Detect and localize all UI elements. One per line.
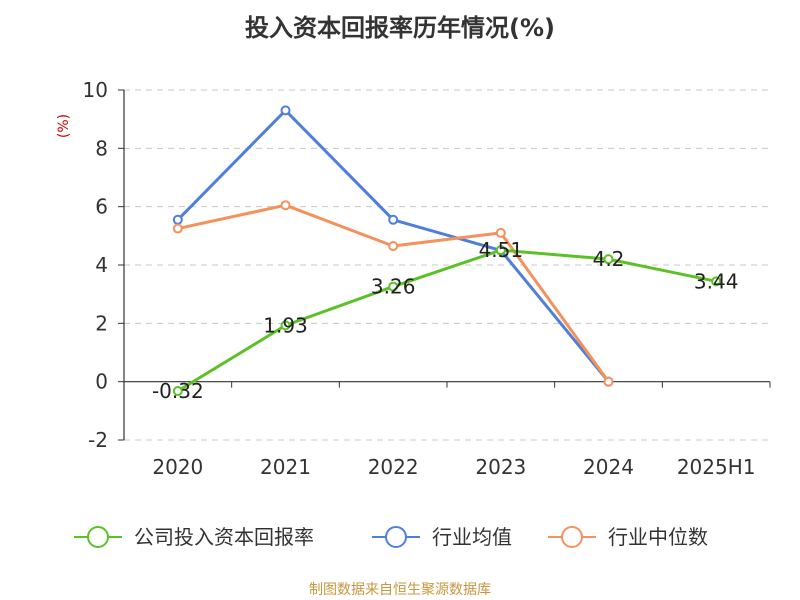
data-point — [495, 245, 506, 256]
y-tick-label: 0 — [95, 370, 108, 394]
data-point — [280, 320, 291, 331]
grid — [124, 89, 770, 441]
data-labels: -0.32 1.93 3.26 4.51 4.2 3.44 — [152, 238, 738, 403]
x-tick-label: 2022 — [368, 455, 419, 479]
data-point — [603, 254, 614, 265]
data-label: 3.26 — [371, 275, 416, 299]
data-point — [172, 223, 183, 234]
legend-label: 行业中位数 — [608, 525, 708, 549]
legend-marker — [561, 526, 583, 548]
source-note: 制图数据来自恒生聚源数据库 — [309, 582, 491, 598]
data-point — [388, 281, 399, 292]
axes: -2 0 2 4 6 8 10 2020 2021 2022 2023 2024 2025H1 — [83, 78, 771, 479]
x-tick-label: 2025H1 — [677, 455, 756, 479]
data-label: 1.93 — [263, 313, 308, 337]
data-point — [280, 105, 291, 116]
legend-item: 公司投入资本回报率 — [74, 525, 314, 549]
y-axis-label: (%) — [56, 114, 72, 138]
legend-label: 行业均值 — [432, 525, 512, 549]
data-point — [603, 376, 614, 387]
data-label: 4.51 — [479, 238, 524, 262]
data-label: 3.44 — [694, 269, 739, 293]
legend-marker — [385, 526, 407, 548]
legend-item: 行业中位数 — [548, 525, 708, 549]
legend-label: 公司投入资本回报率 — [134, 525, 314, 549]
data-point — [172, 386, 183, 396]
x-tick-label: 2023 — [475, 455, 526, 479]
series-line — [177, 248, 717, 393]
y-tick-label: 2 — [95, 311, 108, 335]
data-point — [172, 214, 183, 225]
y-tick-label: -2 — [88, 428, 108, 452]
data-point — [280, 200, 291, 211]
x-tick-label: 2020 — [152, 455, 203, 479]
legend: 公司投入资本回报率 行业均值 行业中位数 — [74, 525, 708, 549]
legend-marker — [87, 526, 109, 548]
x-tick-label: 2024 — [583, 455, 634, 479]
y-tick-label: 6 — [95, 195, 108, 219]
data-point — [388, 214, 399, 225]
x-tick-label: 2021 — [260, 455, 311, 479]
data-point — [495, 227, 506, 238]
y-tick-label: 4 — [95, 253, 108, 277]
y-tick-label: 8 — [95, 136, 108, 160]
data-label: 4.2 — [593, 247, 625, 271]
data-point — [388, 241, 399, 252]
y-tick-label: 10 — [83, 78, 108, 102]
data-label: -0.32 — [152, 379, 204, 403]
series — [172, 105, 722, 396]
data-point — [711, 276, 722, 287]
legend-item: 行业均值 — [372, 525, 512, 549]
chart-title: 投入资本回报率历年情况(%) — [245, 14, 555, 42]
